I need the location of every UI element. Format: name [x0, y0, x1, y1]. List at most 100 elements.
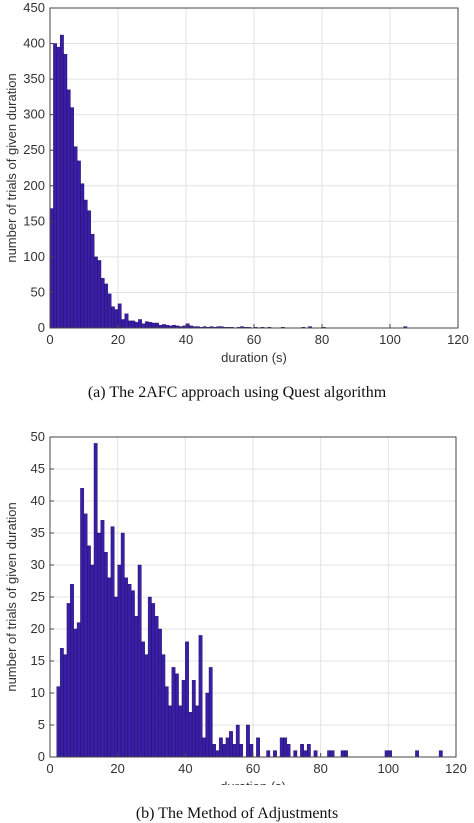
chart-b-bar [205, 692, 210, 758]
chart-b-bar [93, 443, 98, 758]
chart-b-bar [279, 737, 284, 758]
chart-b-ytick-label: 35 [31, 525, 45, 540]
chart-b-ytick-label: 10 [31, 685, 45, 700]
chart-b-bar [97, 532, 101, 758]
chart-b-bar [59, 647, 64, 758]
chart-b-bars [56, 443, 443, 758]
chart-b-bar [110, 526, 115, 758]
chart-b-bar [100, 519, 105, 758]
chart-b-bar [222, 744, 227, 758]
chart-a-bar [114, 309, 119, 329]
chart-b-bar [306, 744, 311, 758]
chart-b-bar [283, 737, 288, 758]
chart-b-ytick-label: 20 [31, 621, 45, 636]
chart-b-bar [218, 737, 223, 758]
chart-b-bar [256, 737, 260, 758]
chart-b-ytick-label: 5 [38, 717, 45, 732]
chart-a-bar [100, 278, 105, 329]
chart-b-bar [235, 724, 240, 758]
chart-a-bar [124, 313, 129, 329]
histogram-chart-b: 0 20 40 60 80 100 120 0 5 10 15 20 25 30 35 40 45 50 durat… [0, 425, 474, 785]
chart-b-bar [83, 513, 88, 758]
chart-b-bar [340, 750, 345, 758]
chart-a-bar [60, 34, 64, 329]
chart-b-bar [120, 532, 125, 758]
chart-b-bar [286, 744, 291, 758]
histogram-chart-a: 0 20 40 60 80 100 120 0 50 100 150 200 250 300 350 400 4… [0, 0, 474, 372]
chart-a-xtick-label: 40 [179, 332, 193, 347]
chart-a-xtick-label: 0 [46, 332, 53, 347]
chart-b-bar [127, 583, 132, 758]
chart-b-bar [56, 686, 61, 758]
chart-b-ytick-label: 15 [31, 653, 45, 668]
chart-b-bar [73, 628, 78, 758]
chart-b-bar [63, 654, 68, 758]
chart-b-bar [191, 679, 196, 758]
chart-a-ytick-label: 250 [23, 142, 45, 157]
chart-b-bar [239, 744, 244, 758]
chart-a-bar [134, 322, 139, 329]
chart-b-bar [185, 641, 189, 758]
chart-b-bar [174, 673, 179, 758]
chart-b-bar [313, 750, 318, 758]
chart-b-bar [303, 750, 308, 758]
chart-b-bar [80, 488, 85, 758]
chart-b-bar [415, 750, 419, 758]
chart-a-bar [155, 322, 159, 329]
chart-b-ytick-label: 50 [31, 429, 45, 444]
chart-b-bar [154, 615, 159, 758]
chart-b-xtick-label: 100 [377, 761, 399, 776]
chart-a-ytick-label: 400 [23, 36, 45, 51]
chart-a-bar [63, 54, 68, 329]
chart-b-bar [103, 551, 108, 758]
chart-a-bar [66, 89, 71, 329]
chart-a-xtick-label: 100 [379, 332, 401, 347]
chart-a-grid [49, 7, 459, 329]
chart-a-bar [161, 324, 166, 329]
chart-b-bar [266, 750, 271, 758]
chart-b-bar [66, 603, 71, 758]
chart-b-ylabel: number of trials of given duration [4, 502, 19, 691]
chart-b-bar [181, 679, 186, 758]
chart-a-xtick-label: 80 [315, 332, 329, 347]
chart-a-bar [87, 210, 92, 329]
chart-b-bar [107, 577, 112, 758]
chart-b-bar [225, 737, 230, 758]
chart-b-bar [144, 654, 149, 758]
chart-b-bar [293, 750, 298, 758]
chart-b-bar [171, 667, 176, 758]
chart-b-xtick-label: 60 [246, 761, 260, 776]
chart-b-bar [90, 564, 95, 758]
chart-b-bar [300, 744, 304, 758]
chart-b-bar [327, 750, 332, 758]
chart-a-xtick-label: 60 [247, 332, 261, 347]
chart-a-bar [90, 233, 95, 329]
chart-a-bar [148, 322, 153, 329]
chart-b-bar [246, 724, 250, 758]
chart-b-xlabel: duration (s) [220, 779, 286, 785]
chart-a-bar [144, 321, 149, 329]
chart-a-bars [49, 34, 408, 329]
chart-a-bar [49, 208, 54, 329]
chart-b-bar [178, 705, 183, 758]
chart-b-bar [198, 635, 203, 758]
chart-b-bar [161, 654, 166, 758]
chart-a-bar [73, 146, 78, 329]
chart-a-bar [185, 323, 190, 329]
chart-b-xtick-label: 0 [46, 761, 53, 776]
chart-b-bar [130, 590, 135, 758]
chart-b-bar [208, 667, 213, 758]
caption-a: (a) The 2AFC approach using Quest algori… [87, 384, 387, 401]
chart-b-bar [438, 750, 443, 758]
chart-b-bar [344, 750, 348, 758]
chart-a-ytick-label: 50 [31, 284, 45, 299]
chart-a-bar [138, 319, 142, 329]
chart-a-xtick-label: 20 [111, 332, 125, 347]
chart-b-bar [202, 737, 206, 758]
chart-b-bar [229, 731, 233, 758]
chart-a-ytick-label: 0 [38, 320, 45, 335]
chart-a-bar [151, 322, 156, 329]
chart-b-bar [188, 712, 193, 758]
chart-b-bar [384, 750, 389, 758]
chart-b-xtick-label: 120 [445, 761, 467, 776]
